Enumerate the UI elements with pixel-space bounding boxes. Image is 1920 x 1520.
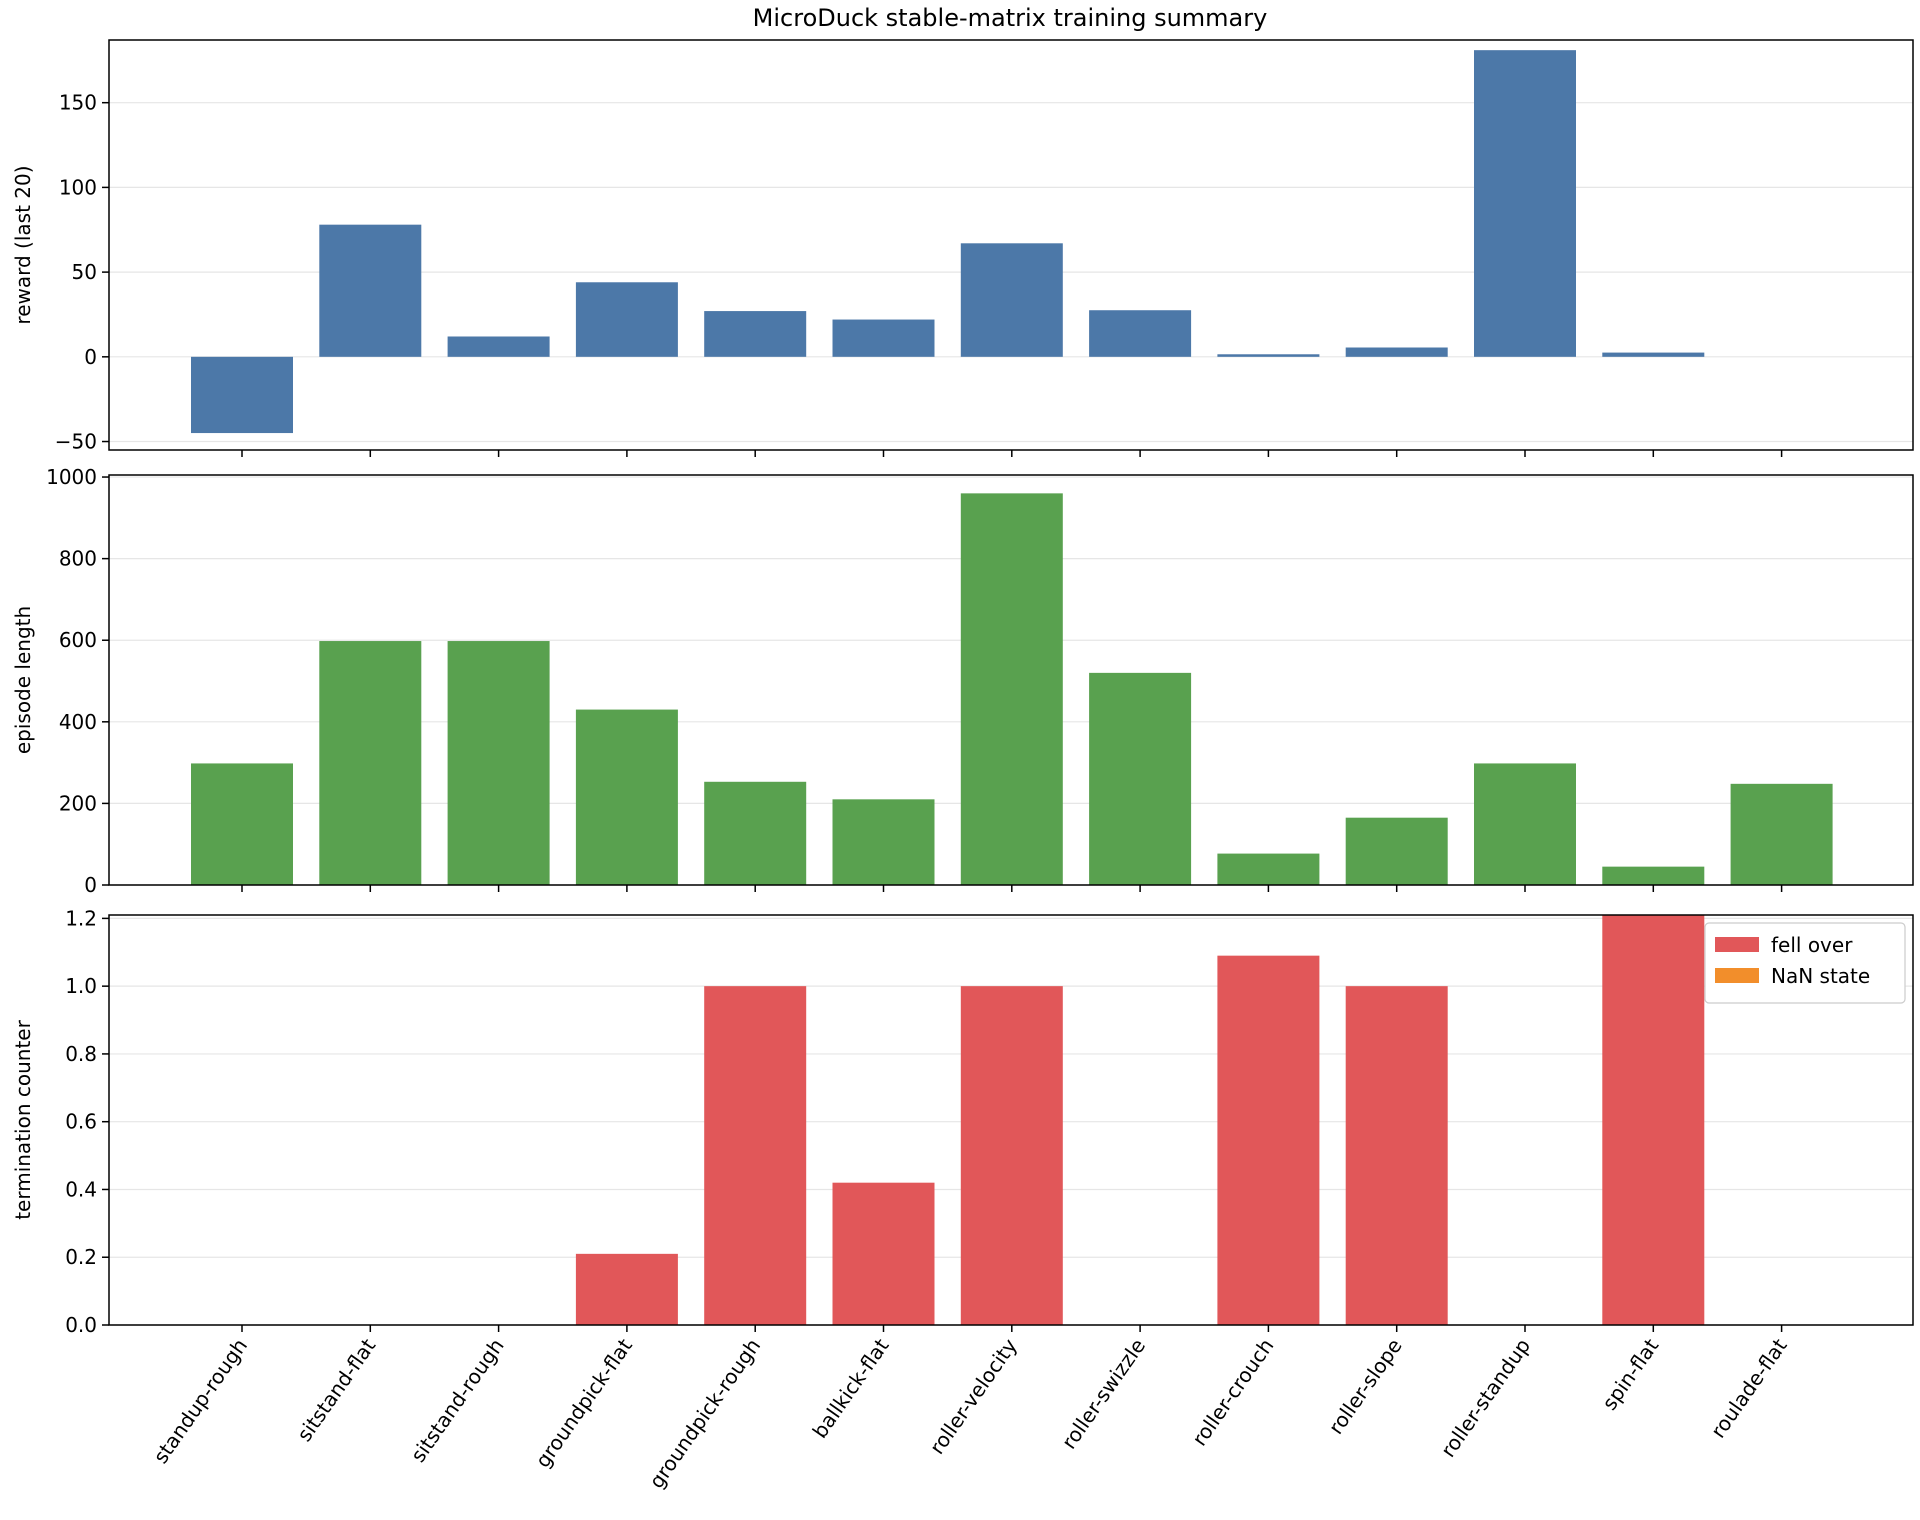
- bar-roller-crouch: [1217, 354, 1320, 357]
- y-tick-label: 1.0: [65, 974, 97, 998]
- bar-roller-swizzle: [1089, 672, 1192, 885]
- bar-groundpick-rough: [704, 781, 807, 885]
- bar-standup-rough: [191, 763, 293, 885]
- y-tick-label: −50: [55, 430, 97, 454]
- bar-sitstand-rough: [447, 641, 550, 885]
- y-tick-label: 0.0: [65, 1313, 97, 1337]
- bar-roller-swizzle: [1089, 310, 1192, 357]
- axes-frame: [108, 39, 1914, 451]
- bar-standup-rough: [191, 356, 293, 434]
- bar-roller-slope: [1345, 347, 1448, 357]
- category-label-roller-slope: roller-slope: [1324, 1334, 1407, 1439]
- legend-swatch: [1715, 968, 1759, 983]
- bar-groundpick-rough: [704, 311, 807, 357]
- legend-swatch: [1715, 937, 1759, 952]
- bar-groundpick-rough: [704, 986, 807, 1325]
- bar-roller-crouch: [1217, 955, 1320, 1325]
- category-label-roller-swizzle: roller-swizzle: [1057, 1334, 1151, 1453]
- category-label-roller-standup: roller-standup: [1436, 1334, 1535, 1462]
- y-tick-label: 0.8: [65, 1042, 97, 1066]
- bar-roller-slope: [1345, 986, 1448, 1325]
- y-tick-label: 1.2: [65, 906, 97, 930]
- bar-groundpick-flat: [575, 1253, 678, 1325]
- y-tick-label: 50: [72, 260, 97, 284]
- category-label-roulade-flat: roulade-flat: [1706, 1334, 1792, 1442]
- category-label-roller-velocity: roller-velocity: [925, 1334, 1022, 1459]
- bar-ballkick-flat: [832, 1182, 935, 1325]
- y-tick-label: 0: [84, 345, 97, 369]
- category-label-ballkick-flat: ballkick-flat: [808, 1334, 894, 1443]
- bar-sitstand-rough: [447, 336, 550, 357]
- category-labels: standup-rough sitstand-flat sitstand-rough…: [148, 1334, 1791, 1493]
- bar-groundpick-flat: [575, 282, 678, 357]
- bar-roller-slope: [1345, 817, 1448, 885]
- chart-title: MicroDuck stable-matrix training summary: [753, 4, 1268, 32]
- category-label-roller-crouch: roller-crouch: [1187, 1334, 1278, 1450]
- bar-spin-flat: [1602, 915, 1705, 1325]
- y-tick-label: 800: [59, 547, 97, 571]
- y-tick-label: 1000: [46, 465, 97, 489]
- y-axis-label: termination counter: [11, 1019, 35, 1219]
- legend-label: NaN state: [1771, 964, 1870, 988]
- bar-roller-standup: [1474, 763, 1576, 885]
- panel-2: 0 200 400 600 800 1000 episode length: [11, 465, 1914, 897]
- category-label-spin-flat: spin-flat: [1597, 1334, 1663, 1414]
- y-axis-label: reward (last 20): [11, 165, 35, 324]
- bar-roller-crouch: [1217, 853, 1320, 885]
- bar-ballkick-flat: [832, 799, 935, 885]
- category-label-standup-rough: standup-rough: [148, 1334, 252, 1468]
- panel-1: −50 0 50 100 150 reward (last 20): [11, 39, 1914, 457]
- bar-spin-flat: [1602, 866, 1705, 885]
- y-tick-label: 0.2: [65, 1245, 97, 1269]
- y-tick-label: 150: [59, 91, 97, 115]
- panel-3: 0.0 0.2 0.4 0.6 0.8 1.0 1.2 termination counter…: [11, 906, 1914, 1337]
- axes-frame: [108, 914, 1914, 1326]
- axes-frame: [108, 474, 1914, 886]
- bar-roller-standup: [1474, 50, 1576, 357]
- y-tick-label: 0.6: [65, 1110, 97, 1134]
- y-tick-label: 0: [84, 873, 97, 897]
- y-tick-label: 0.4: [65, 1177, 97, 1201]
- bar-roulade-flat: [1730, 783, 1833, 885]
- y-axis-label: episode length: [11, 606, 35, 754]
- category-label-sitstand-flat: sitstand-flat: [292, 1334, 380, 1446]
- bar-roller-velocity: [960, 243, 1063, 357]
- bar-ballkick-flat: [832, 319, 935, 357]
- y-tick-label: 200: [59, 791, 97, 815]
- legend: fell over NaN state: [1704, 922, 1906, 1004]
- category-label-groundpick-flat: groundpick-flat: [530, 1334, 637, 1472]
- legend-label: fell over: [1771, 933, 1853, 957]
- y-tick-label: 400: [59, 710, 97, 734]
- bar-groundpick-flat: [575, 709, 678, 885]
- category-label-groundpick-rough: groundpick-rough: [644, 1334, 765, 1493]
- panels-group: −50 0 50 100 150 reward (last 20) 0 200 400 600 80…: [11, 39, 1914, 1337]
- y-tick-label: 100: [59, 175, 97, 199]
- bar-roller-velocity: [960, 493, 1063, 885]
- bar-spin-flat: [1602, 352, 1705, 357]
- category-label-sitstand-rough: sitstand-rough: [406, 1334, 509, 1467]
- bar-sitstand-flat: [319, 224, 422, 357]
- bar-sitstand-flat: [319, 641, 422, 885]
- bar-roller-velocity: [960, 986, 1063, 1325]
- y-tick-label: 600: [59, 628, 97, 652]
